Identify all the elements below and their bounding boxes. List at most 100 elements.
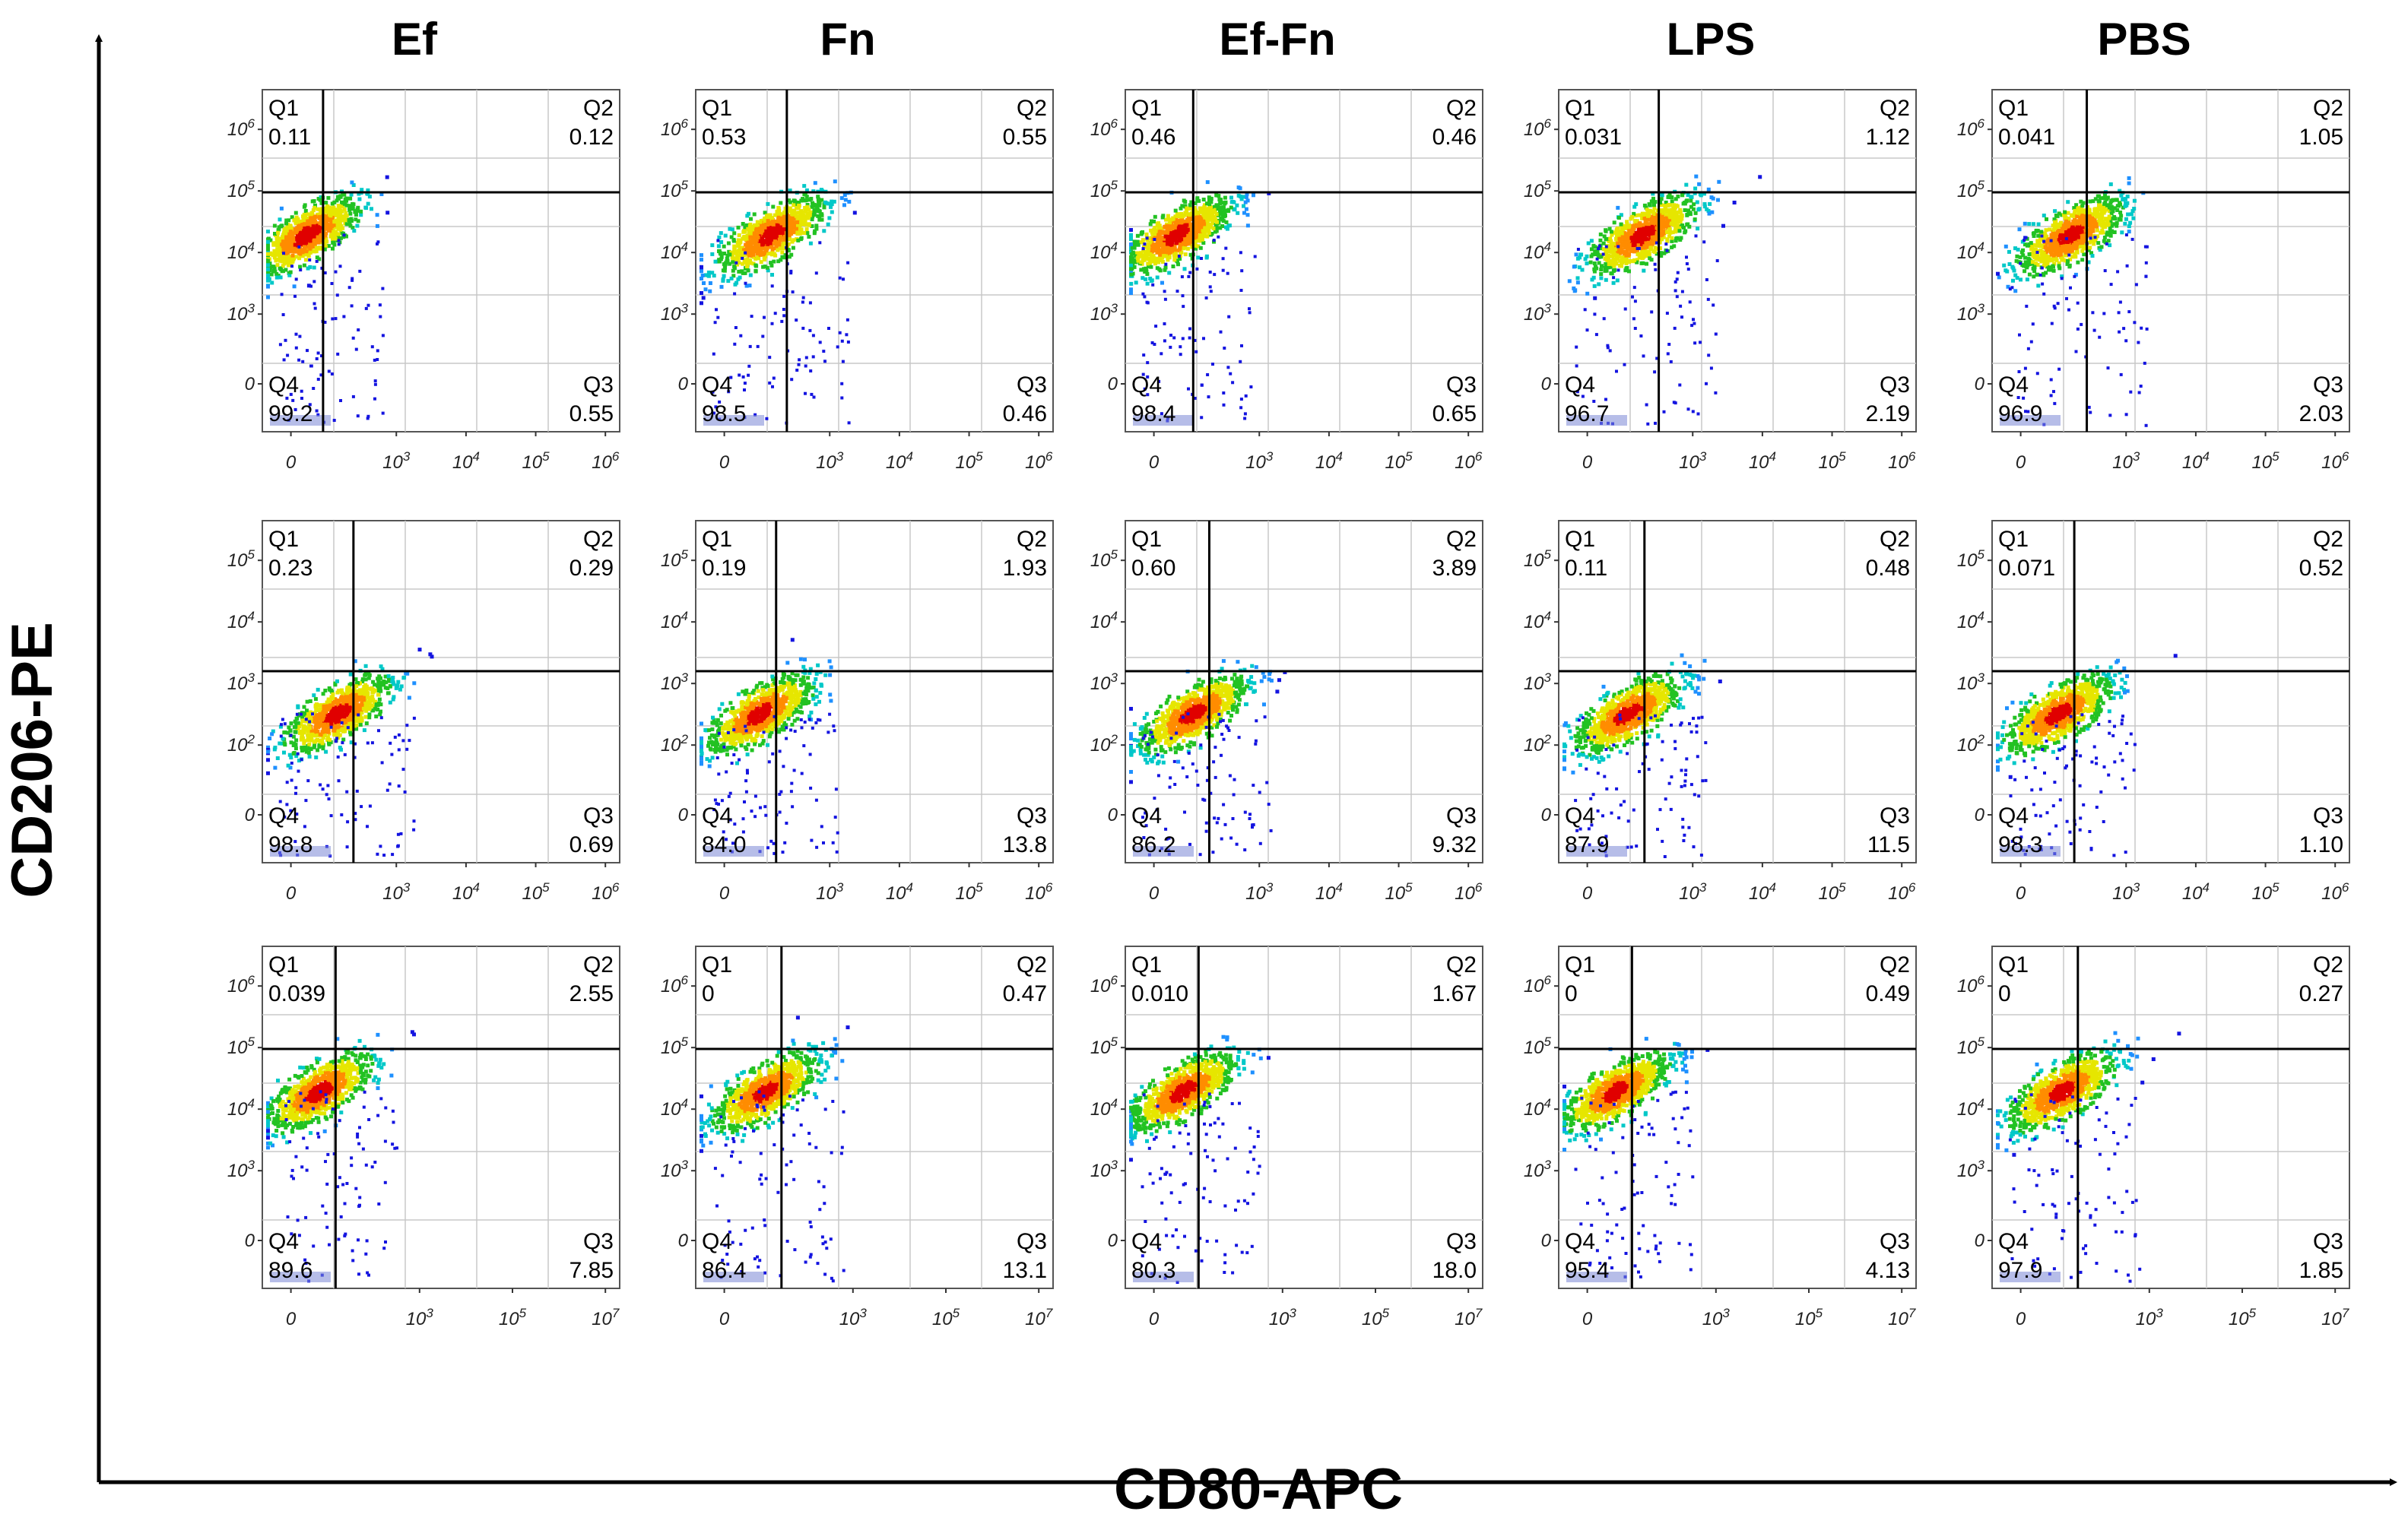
tick-label: 104 — [1524, 1096, 1551, 1120]
tick-label: 103 — [1245, 880, 1274, 904]
tick-label: 104 — [1524, 609, 1551, 632]
quadrant-value: 13.1 — [1003, 1258, 1047, 1283]
quadrant-value: 89.6 — [268, 1258, 313, 1283]
tick-label: 0 — [678, 1231, 689, 1251]
tick-label: 0 — [719, 883, 730, 904]
quadrant-value: 0 — [1565, 981, 1578, 1006]
tick-label: 106 — [1888, 880, 1916, 904]
tick-label: 0 — [1541, 805, 1552, 825]
quadrant-value: 0.19 — [702, 556, 746, 581]
panel-frame — [695, 89, 1054, 432]
quadrant-name: Q1 — [1998, 952, 2029, 977]
quadrant-value: 1.05 — [2299, 125, 2343, 150]
tick-label: 103 — [227, 1158, 255, 1181]
tick-label: 106 — [1957, 116, 1985, 140]
quadrant-name: Q4 — [268, 372, 299, 398]
density-cloud — [1129, 1034, 1271, 1284]
tick-label: 104 — [2182, 449, 2210, 473]
tick-label: 106 — [592, 449, 620, 473]
tick-label: 0 — [245, 374, 255, 394]
baseline-cluster — [2000, 846, 2061, 857]
panel-frame — [1125, 89, 1483, 432]
tick-label: 105 — [1795, 1306, 1823, 1329]
tick-label: 105 — [1385, 449, 1413, 473]
tick-label: 105 — [1090, 547, 1118, 571]
facs-panel: 0 102 103 104 105 0 103 104 105 106 Q1 0.23 Q2 0.29 Q3… — [227, 520, 620, 904]
tick-label: 107 — [1888, 1306, 1916, 1329]
panel-frame — [1125, 946, 1483, 1289]
tick-label: 103 — [2112, 449, 2140, 473]
tick-label: 106 — [2321, 449, 2349, 473]
tick-label: 106 — [227, 116, 255, 140]
quadrant-name: Q2 — [2313, 527, 2343, 552]
tick-label: 103 — [1090, 670, 1118, 694]
tick-label: 105 — [955, 449, 983, 473]
tick-label: 104 — [1524, 239, 1551, 263]
tick-label: 103 — [2112, 880, 2140, 904]
tick-label: 0 — [1975, 374, 1985, 394]
tick-label: 103 — [661, 1158, 689, 1181]
quadrant-name: Q2 — [2313, 952, 2343, 977]
tick-label: 106 — [2321, 880, 2349, 904]
quadrant-value: 97.9 — [1998, 1258, 2042, 1283]
tick-label: 0 — [1149, 1309, 1160, 1329]
quadrant-value: 87.9 — [1565, 832, 1609, 857]
tick-label: 106 — [1090, 116, 1118, 140]
tick-label: 0 — [719, 1309, 730, 1329]
quadrant-name: Q4 — [702, 372, 732, 398]
panel-frame — [695, 520, 1054, 863]
baseline-cluster — [1133, 1272, 1194, 1282]
quadrant-name: Q3 — [1446, 803, 1477, 829]
tick-label: 103 — [1957, 670, 1985, 694]
quadrant-name: Q3 — [2313, 1229, 2343, 1254]
tick-label: 0 — [1108, 805, 1118, 825]
tick-label: 0 — [1541, 374, 1552, 394]
tick-label: 107 — [1455, 1306, 1483, 1329]
facs-panel: 0 103 104 105 106 0 103 104 105 106 Q1 0.041 Q2 1.05 Q… — [1957, 89, 2350, 473]
baseline-cluster — [1133, 846, 1194, 857]
baseline-cluster — [1133, 415, 1194, 426]
quadrant-value: 1.67 — [1432, 981, 1477, 1006]
baseline-cluster — [703, 1272, 764, 1282]
tick-label: 106 — [1524, 973, 1552, 996]
quadrant-name: Q3 — [1017, 372, 1047, 398]
tick-label: 105 — [2251, 880, 2280, 904]
facs-panel: 0 102 103 104 105 0 103 104 105 106 Q1 0.071 Q2 0.52 Q… — [1957, 520, 2350, 904]
quadrant-name: Q4 — [1131, 803, 1162, 829]
density-cloud — [700, 1015, 850, 1283]
tick-label: 0 — [2016, 883, 2026, 904]
quadrant-value: 0.48 — [1866, 556, 1910, 581]
tick-label: 105 — [1957, 1034, 1985, 1058]
tick-label: 103 — [1524, 670, 1552, 694]
quadrant-name: Q2 — [1017, 527, 1047, 552]
tick-label: 105 — [661, 178, 689, 201]
column-title: Fn — [820, 14, 875, 65]
tick-label: 103 — [406, 1306, 434, 1329]
facs-panel: 0 103 104 105 106 0 103 105 107 Q1 0.039 Q2 2.55 Q3 7.… — [227, 946, 620, 1329]
tick-label: 103 — [227, 670, 255, 694]
tick-label: 0 — [678, 374, 689, 394]
tick-label: 0 — [1582, 452, 1593, 473]
quadrant-value: 9.32 — [1432, 832, 1477, 857]
quadrant-value: 95.4 — [1565, 1258, 1609, 1283]
quadrant-name: Q3 — [1880, 372, 1910, 398]
facs-panel: 0 103 104 105 106 0 103 104 105 106 Q1 0.031 Q2 1.12 Q… — [1524, 89, 1917, 473]
facs-panel: 0 103 104 105 106 0 103 104 105 106 Q1 0.53 Q2 0.55 Q3… — [661, 89, 1054, 473]
tick-label: 103 — [661, 301, 689, 325]
quadrant-value: 0.53 — [702, 125, 746, 150]
density-cloud — [1129, 659, 1287, 857]
tick-label: 103 — [382, 880, 411, 904]
facs-panel: 0 103 104 105 106 0 103 104 105 106 Q1 0.46 Q2 0.46 Q3… — [1090, 89, 1483, 473]
quadrant-name: Q2 — [1017, 952, 1047, 977]
quadrant-name: Q3 — [583, 803, 614, 829]
tick-label: 106 — [1025, 449, 1053, 473]
quadrant-name: Q4 — [1131, 372, 1162, 398]
baseline-cluster — [1566, 846, 1627, 857]
tick-label: 105 — [227, 547, 255, 571]
quadrant-name: Q3 — [1880, 1229, 1910, 1254]
panel-frame — [1125, 520, 1483, 863]
tick-label: 105 — [1818, 880, 1846, 904]
quadrant-value: 2.19 — [1866, 401, 1910, 426]
quadrant-name: Q2 — [1880, 96, 1910, 121]
